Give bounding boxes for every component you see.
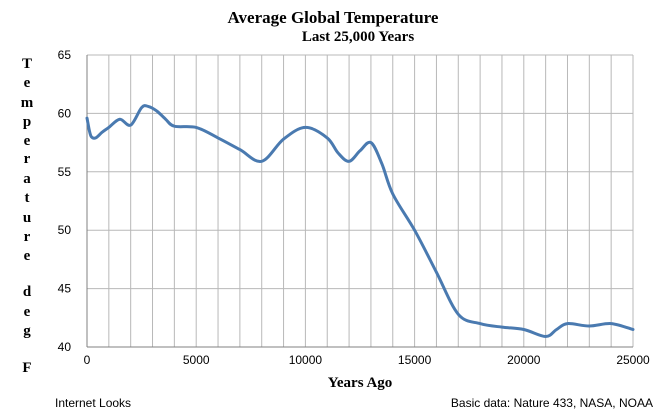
y-axis-label-letter: d: [22, 284, 32, 300]
y-axis-label-letter: a: [23, 171, 31, 187]
chart-subtitle: Last 25,000 Years: [301, 29, 415, 45]
y-tick-label: 55: [58, 165, 72, 179]
y-axis-label-letter: g: [23, 323, 31, 339]
x-tick-label: 10000: [289, 353, 323, 367]
x-tick-label: 15000: [398, 353, 432, 367]
y-axis-label-letter: r: [23, 151, 31, 167]
y-axis-label-letter: e: [23, 133, 31, 149]
y-axis-label-letter: p: [22, 114, 32, 130]
footer-credit: Internet Looks: [55, 396, 132, 410]
temperature-line: [85, 104, 635, 338]
y-axis-label-letter: e: [23, 75, 31, 91]
y-axis-label-letter: e: [23, 248, 31, 264]
x-tick-label: 20000: [507, 353, 541, 367]
y-axis-label-letter: t: [24, 190, 30, 206]
y-tick-label: 45: [58, 282, 72, 296]
y-axis-label-letter: F: [22, 360, 32, 376]
x-axis-label: Years Ago: [327, 375, 393, 391]
y-axis-label-letter: m: [20, 95, 34, 111]
x-tick-label: 0: [84, 353, 91, 367]
y-axis-label-letter: r: [23, 229, 31, 245]
y-axis-label-letter: T: [21, 56, 32, 72]
y-tick-label: 60: [58, 106, 72, 120]
y-axis-label-letter: e: [23, 304, 31, 320]
x-tick-label: 5000: [183, 353, 210, 367]
y-tick-label: 50: [58, 223, 72, 237]
footer-source: Basic data: Nature 433, NASA, NOAA: [450, 396, 653, 410]
y-axis-label-letter: u: [22, 210, 32, 226]
y-tick-label: 40: [58, 340, 72, 354]
x-tick-label: 25000: [616, 353, 650, 367]
y-tick-label: 65: [58, 48, 72, 62]
chart-title: Average Global Temperature: [227, 8, 439, 27]
